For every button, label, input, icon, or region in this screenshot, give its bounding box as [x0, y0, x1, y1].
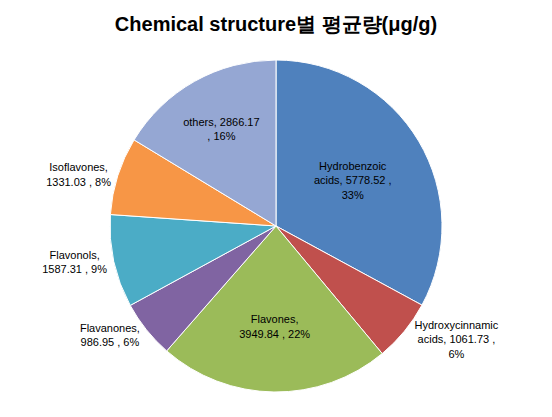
svg-text:Hydrobenzoicacids, 5778.52 ,33: Hydrobenzoicacids, 5778.52 ,33%	[314, 160, 392, 201]
svg-text:others, 2866.17, 16%: others, 2866.17, 16%	[183, 116, 259, 142]
svg-text:Hydroxycinnamicacids, 1061.73: Hydroxycinnamicacids, 1061.73 ,6%	[415, 319, 499, 360]
svg-text:Flavones,3949.84 , 22%: Flavones,3949.84 , 22%	[239, 313, 310, 339]
svg-text:Chemical structure별 평균량(μg/g): Chemical structure별 평균량(μg/g)	[115, 13, 437, 35]
svg-text:Isoflavones,1331.03 , 8%: Isoflavones,1331.03 , 8%	[46, 161, 111, 187]
svg-text:Flavonols,1587.31 , 9%: Flavonols,1587.31 , 9%	[42, 249, 107, 275]
svg-text:Flavanones,986.95 , 6%: Flavanones,986.95 , 6%	[80, 322, 140, 348]
